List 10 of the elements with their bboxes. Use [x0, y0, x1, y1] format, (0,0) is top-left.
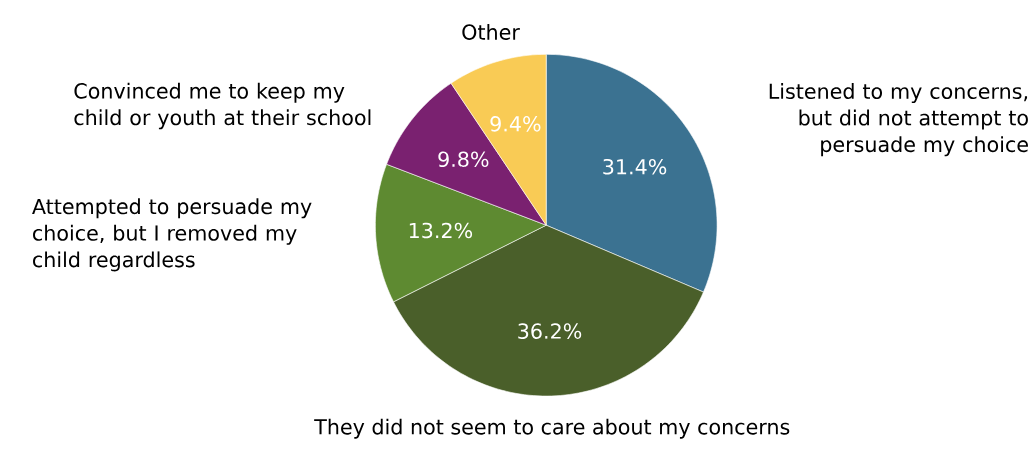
data-label: 9.8% [438, 151, 489, 167]
slice-label: They did not seem to care about my concerns [314, 418, 790, 439]
data-label: 13.2% [409, 222, 473, 239]
data-label: 31.4% [603, 158, 667, 175]
slice-label: Listened to my concerns, but did not attempt to persuade my choice [769, 82, 1028, 157]
data-label: 36.2% [518, 323, 582, 339]
slice-label: Convinced me to keep my child or youth at their school [74, 82, 371, 130]
slice-label: Attempted to persuade my choice, but I removed my child regardless [32, 198, 312, 272]
data-label: 9.4% [490, 115, 541, 132]
slice-label: Other [462, 23, 520, 40]
